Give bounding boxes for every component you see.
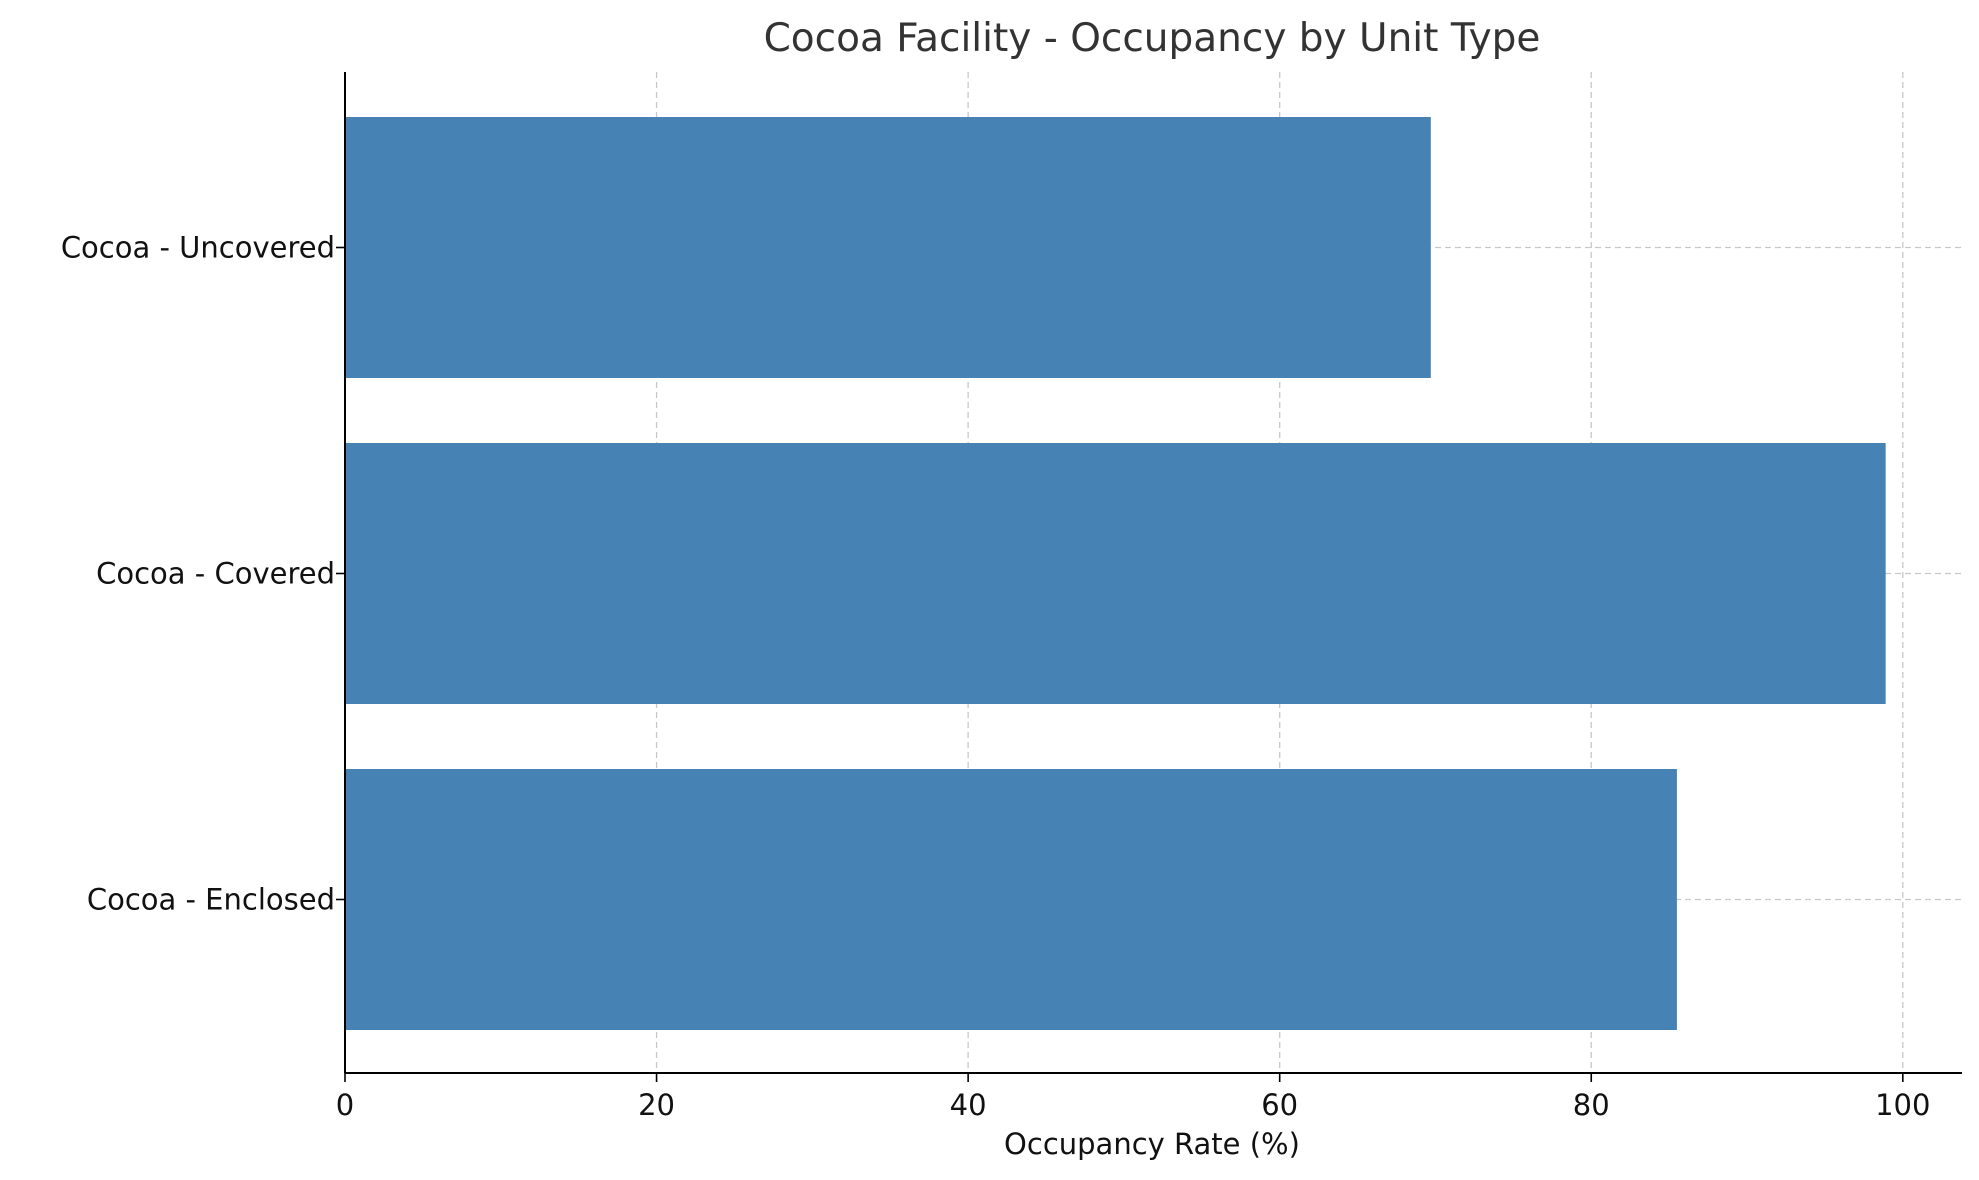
bar-cocoa-covered — [345, 443, 1886, 704]
x-axis-ticks: 0 20 40 60 80 100 — [336, 1073, 1930, 1122]
chart-title: Cocoa Facility - Occupancy by Unit Type — [764, 16, 1541, 61]
x-tick-label: 20 — [638, 1088, 675, 1122]
y-tick-label: Cocoa - Uncovered — [61, 231, 335, 265]
x-tick-label: 60 — [1261, 1088, 1298, 1122]
bar-cocoa-uncovered — [345, 117, 1431, 378]
x-tick-label: 100 — [1875, 1088, 1930, 1122]
bar-cocoa-enclosed — [345, 769, 1677, 1030]
y-tick-label: Cocoa - Covered — [96, 557, 335, 591]
y-tick-label: Cocoa - Enclosed — [87, 883, 335, 917]
x-tick-label: 0 — [336, 1088, 354, 1122]
x-tick-label: 40 — [950, 1088, 987, 1122]
x-tick-label: 80 — [1573, 1088, 1610, 1122]
bars-layer — [345, 117, 1886, 1030]
y-axis-ticks: Cocoa - Enclosed Cocoa - Covered Cocoa - U… — [61, 231, 345, 917]
axes-layer — [344, 72, 1962, 1074]
x-axis-label: Occupancy Rate (%) — [1004, 1127, 1300, 1161]
